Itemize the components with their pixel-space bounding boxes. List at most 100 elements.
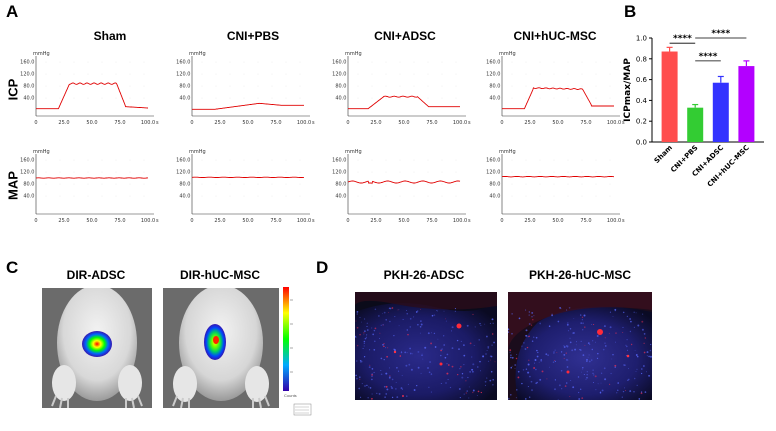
trace-plot-map-3: mmHg 160.0 120.0 80.0 40.0 0 25.0 50.0 75.0 100.0… bbox=[486, 149, 625, 224]
y-tick-label: 40.0 bbox=[489, 96, 500, 102]
y-tick-label: 40.0 bbox=[489, 194, 500, 200]
unit-label: mmHg bbox=[499, 51, 516, 57]
y-tick-label: 40.0 bbox=[23, 194, 34, 200]
ivis-image-adsc bbox=[42, 288, 152, 408]
y-tick-label: 160.0 bbox=[486, 158, 500, 164]
x-tick-label: 50.0 bbox=[86, 120, 97, 126]
x-tick-label: 0 bbox=[34, 218, 37, 224]
x-tick-label: 75.0 bbox=[114, 120, 125, 126]
significance-label: **** bbox=[699, 52, 718, 62]
fluorescence-image-huc-msc bbox=[508, 292, 652, 400]
y-tick-label: 1.0 bbox=[636, 35, 647, 43]
y-tick-label: 0.8 bbox=[636, 55, 647, 63]
x-tick-label: 0 bbox=[500, 218, 503, 224]
y-tick-label: 120.0 bbox=[332, 72, 346, 78]
color-scale-bar bbox=[283, 287, 312, 416]
y-tick-label: 80.0 bbox=[335, 84, 346, 90]
bar-3 bbox=[738, 66, 755, 142]
x-tick-label: 0 bbox=[190, 218, 193, 224]
image-title-pkh26-adsc: PKH-26-ADSC bbox=[383, 268, 465, 282]
y-tick-label: 160.0 bbox=[20, 158, 34, 164]
x-tick-label: 0 bbox=[190, 120, 193, 126]
x-tick-label: 25.0 bbox=[58, 120, 69, 126]
x-tick-label: Sham bbox=[653, 144, 674, 165]
pressure-trace bbox=[192, 102, 304, 110]
panel-letter-c: C bbox=[6, 258, 19, 277]
y-tick-label: 80.0 bbox=[179, 84, 190, 90]
trace-plot-icp-3: mmHg 160.0 120.0 80.0 40.0 0 25.0 50.0 75.0 100.0… bbox=[486, 51, 625, 126]
column-title-sham: Sham bbox=[93, 29, 127, 43]
unit-label: mmHg bbox=[345, 51, 362, 57]
x-tick-label: 100.0 bbox=[607, 218, 621, 224]
y-tick-label: 80.0 bbox=[489, 182, 500, 188]
fluorescence-image-adsc bbox=[355, 292, 497, 400]
x-unit-label: s bbox=[468, 218, 471, 224]
y-tick-label: 120.0 bbox=[332, 170, 346, 176]
y-tick-label: 120.0 bbox=[486, 72, 500, 78]
bar-0 bbox=[661, 51, 678, 142]
x-tick-label: 75.0 bbox=[114, 218, 125, 224]
y-tick-label: 80.0 bbox=[23, 84, 34, 90]
x-tick-label: 25.0 bbox=[214, 120, 225, 126]
x-tick-label: 50.0 bbox=[86, 218, 97, 224]
y-tick-label: 40.0 bbox=[23, 96, 34, 102]
x-tick-label: 100.0 bbox=[297, 218, 311, 224]
y-tick-label: 120.0 bbox=[20, 72, 34, 78]
x-tick-label: 25.0 bbox=[58, 218, 69, 224]
y-tick-label: 120.0 bbox=[20, 170, 34, 176]
x-tick-label: 75.0 bbox=[580, 218, 591, 224]
color-scale-label: Counts bbox=[284, 393, 297, 398]
x-tick-label: 25.0 bbox=[524, 120, 535, 126]
x-tick-label: 100.0 bbox=[297, 120, 311, 126]
y-tick-label: 0.2 bbox=[636, 118, 647, 126]
x-tick-label: 50.0 bbox=[552, 218, 563, 224]
x-tick-label: 75.0 bbox=[270, 218, 281, 224]
significance-label: **** bbox=[711, 29, 730, 39]
pressure-trace bbox=[348, 95, 460, 110]
x-tick-label: 0 bbox=[346, 218, 349, 224]
icp-map-bar-chart: ICPmax/MAP0.00.20.40.60.81.0ShamCNI+PBSC… bbox=[623, 29, 764, 189]
x-unit-label: s bbox=[468, 120, 471, 126]
image-title-dir-adsc: DIR-ADSC bbox=[66, 268, 126, 282]
y-tick-label: 0.6 bbox=[636, 76, 648, 84]
x-tick-label: 100.0 bbox=[453, 218, 467, 224]
y-tick-label: 120.0 bbox=[486, 170, 500, 176]
y-tick-label: 160.0 bbox=[176, 60, 190, 66]
x-unit-label: s bbox=[312, 218, 315, 224]
x-tick-label: 0 bbox=[346, 120, 349, 126]
x-tick-label: 100.0 bbox=[141, 218, 155, 224]
y-tick-label: 80.0 bbox=[335, 182, 346, 188]
x-tick-label: 50.0 bbox=[398, 120, 409, 126]
x-tick-label: 100.0 bbox=[607, 120, 621, 126]
unit-label: mmHg bbox=[499, 149, 516, 155]
y-tick-label: 120.0 bbox=[176, 170, 190, 176]
x-tick-label: 50.0 bbox=[242, 120, 253, 126]
ivis-image-huc-msc bbox=[163, 288, 279, 408]
x-tick-label: 100.0 bbox=[453, 120, 467, 126]
bar-2 bbox=[712, 82, 729, 142]
trace-plot-icp-1: mmHg 160.0 120.0 80.0 40.0 0 25.0 50.0 75.0 100.0… bbox=[176, 51, 315, 126]
x-tick-label: 25.0 bbox=[524, 218, 535, 224]
x-tick-label: 100.0 bbox=[141, 120, 155, 126]
x-unit-label: s bbox=[156, 218, 159, 224]
trace-plot-icp-2: mmHg 160.0 120.0 80.0 40.0 0 25.0 50.0 75.0 100.0… bbox=[332, 51, 471, 126]
x-unit-label: s bbox=[156, 120, 159, 126]
y-tick-label: 80.0 bbox=[23, 182, 34, 188]
x-unit-label: s bbox=[622, 218, 625, 224]
x-tick-label: 75.0 bbox=[580, 120, 591, 126]
x-tick-label: 50.0 bbox=[552, 120, 563, 126]
y-tick-label: 0.0 bbox=[636, 139, 647, 147]
y-tick-label: 40.0 bbox=[335, 96, 346, 102]
x-tick-label: 50.0 bbox=[398, 218, 409, 224]
x-tick-label: 50.0 bbox=[242, 218, 253, 224]
y-tick-label: 40.0 bbox=[179, 194, 190, 200]
x-tick-label: 25.0 bbox=[370, 120, 381, 126]
significance-label: **** bbox=[673, 34, 692, 44]
trace-plot-icp-0: mmHg 160.0 120.0 80.0 40.0 0 25.0 50.0 75.0 100.0… bbox=[20, 51, 159, 126]
unit-label: mmHg bbox=[189, 149, 206, 155]
bar-1 bbox=[687, 107, 704, 142]
y-tick-label: 160.0 bbox=[20, 60, 34, 66]
pressure-trace bbox=[347, 180, 461, 184]
y-tick-label: 40.0 bbox=[335, 194, 346, 200]
trace-plot-map-0: mmHg 160.0 120.0 80.0 40.0 0 25.0 50.0 75.0 100.0… bbox=[20, 149, 159, 224]
